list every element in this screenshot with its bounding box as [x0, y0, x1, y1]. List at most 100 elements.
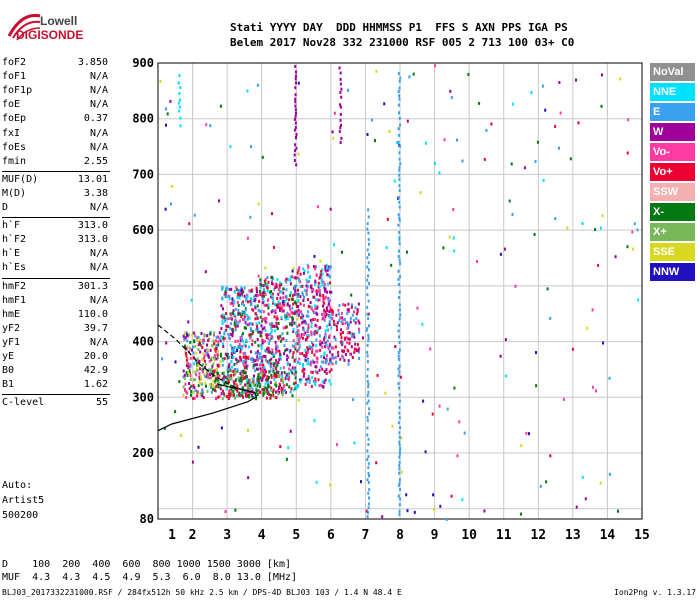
echo-point: [452, 208, 455, 211]
echo-column-point: [179, 86, 182, 89]
echo-point: [329, 305, 332, 309]
echo-point: [206, 374, 209, 378]
echo-column-point: [179, 124, 182, 128]
echo-point: [216, 374, 219, 378]
echo-point: [431, 412, 434, 416]
echo-point: [290, 297, 293, 301]
echo-point: [478, 101, 481, 105]
echo-point: [280, 373, 283, 377]
echo-point: [350, 303, 353, 307]
echo-point: [231, 346, 234, 350]
echo-point: [272, 364, 275, 368]
echo-point: [323, 283, 326, 287]
echo-point: [323, 356, 325, 360]
echo-point: [276, 278, 279, 281]
echo-point: [206, 389, 209, 393]
echo-point: [266, 289, 269, 293]
echo-point: [319, 342, 322, 346]
echo-point: [320, 355, 323, 359]
echo-column-point: [367, 231, 370, 235]
echo-point: [295, 310, 298, 314]
echo-point: [275, 303, 278, 307]
echo-point: [289, 282, 292, 286]
echo-point: [433, 162, 436, 165]
echo-column-point: [366, 515, 369, 519]
echo-column-point: [367, 385, 370, 389]
echo-point: [279, 352, 282, 356]
echo-point: [520, 444, 523, 448]
echo-column-point: [295, 70, 297, 74]
echo-point: [251, 396, 254, 399]
echo-point: [432, 493, 435, 497]
echo-point: [216, 371, 219, 375]
echo-point: [399, 375, 402, 379]
header-row1: Stati YYYY DAY DDD HHMMSS P1 FFS S AXN P…: [230, 21, 568, 34]
echo-point: [298, 292, 300, 296]
echo-point: [260, 324, 263, 328]
echo-point: [315, 356, 318, 360]
echo-point: [346, 312, 349, 315]
echo-point: [328, 267, 331, 271]
echo-point: [299, 352, 301, 355]
echo-point: [201, 368, 204, 372]
echo-point: [231, 311, 234, 315]
echo-point: [292, 327, 295, 331]
echo-point: [376, 373, 379, 377]
echo-point: [238, 296, 241, 300]
echo-point: [325, 359, 328, 363]
echo-point: [353, 347, 356, 351]
echo-point: [240, 379, 243, 383]
echo-point: [318, 384, 321, 388]
echo-point: [336, 321, 339, 325]
echo-point: [631, 247, 634, 251]
echo-point: [343, 358, 346, 362]
echo-point: [259, 292, 262, 296]
echo-point: [296, 325, 299, 328]
echo-point: [285, 277, 288, 281]
echo-point: [185, 396, 188, 399]
echo-point: [247, 476, 250, 480]
echo-point: [197, 363, 200, 367]
echo-point: [298, 278, 301, 282]
echo-point: [250, 385, 253, 389]
echo-point: [221, 322, 224, 325]
echo-point: [255, 322, 258, 326]
param-value: N/A: [89, 294, 108, 306]
echo-point: [315, 338, 318, 342]
echo-point: [254, 304, 256, 308]
echo-point: [169, 99, 172, 103]
echo-point: [263, 291, 266, 294]
echo-point: [350, 345, 353, 349]
echo-point: [274, 382, 277, 386]
echo-point: [424, 450, 427, 454]
echo-column-point: [397, 357, 400, 361]
echo-point: [212, 342, 215, 346]
echo-point: [285, 383, 288, 387]
echo-point: [243, 375, 246, 379]
echo-point: [239, 380, 242, 384]
echo-column-point: [398, 449, 401, 453]
echo-point: [271, 322, 274, 326]
echo-point: [269, 322, 272, 326]
echo-column-point: [398, 323, 401, 327]
echo-point: [222, 392, 225, 396]
echo-point: [278, 386, 280, 390]
echo-point: [242, 363, 245, 367]
echo-point: [311, 289, 314, 293]
echo-point: [227, 397, 230, 400]
echo-point: [265, 317, 268, 320]
echo-column-point: [399, 447, 402, 451]
echo-column-point: [398, 467, 401, 471]
echo-point: [230, 377, 233, 380]
echo-point: [257, 344, 260, 348]
y-tick-label: 800: [132, 112, 154, 126]
echo-point: [261, 359, 264, 363]
echo-column-point: [398, 435, 401, 439]
echo-column-point: [367, 237, 370, 241]
echo-point: [365, 328, 368, 332]
echo-column-point: [398, 216, 401, 220]
param-muf-d-: MUF(D) 13.01: [2, 174, 110, 188]
echo-point: [297, 313, 300, 317]
echo-point: [194, 344, 197, 348]
echo-point: [291, 306, 294, 310]
